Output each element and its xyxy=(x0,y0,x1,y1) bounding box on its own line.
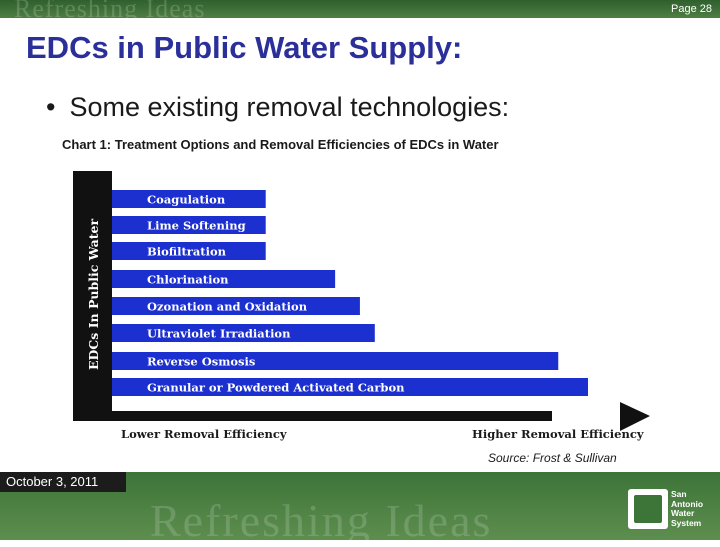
page-number: Page 28 xyxy=(671,3,712,15)
bar-label: Biofiltration xyxy=(147,245,227,259)
bar-label: Ozonation and Oxidation xyxy=(147,300,308,314)
top-banner-text: Refreshing Ideas xyxy=(14,0,206,23)
bullet-point: • Some existing removal technologies: xyxy=(46,92,509,123)
logo-text: San Antonio Water System xyxy=(671,489,715,528)
top-banner: Refreshing Ideas Page 28 xyxy=(0,0,720,23)
bar-label: Granular or Powdered Activated Carbon xyxy=(147,381,405,395)
bar-label: Coagulation xyxy=(147,193,226,207)
logo-mark-icon xyxy=(628,489,668,529)
saws-logo: San Antonio Water System xyxy=(628,489,714,531)
bar-label: Chlorination xyxy=(147,273,229,287)
bar-label: Lime Softening xyxy=(147,219,246,233)
slide-title: EDCs in Public Water Supply: xyxy=(26,30,463,65)
presentation-date: October 3, 2011 xyxy=(6,474,99,489)
bars-layer: Coagulation Lime Softening Biofiltration Ch… xyxy=(112,190,644,441)
y-axis-block xyxy=(73,171,112,418)
bar-4 xyxy=(112,270,336,288)
x-axis-arrow-shaft xyxy=(73,411,552,421)
bar-3 xyxy=(112,242,266,260)
logo-line: Antonio xyxy=(671,498,704,509)
date-box: October 3, 2011 xyxy=(0,472,126,492)
x-axis-label-high: Higher Removal Efficiency xyxy=(472,427,644,441)
logo-line: System xyxy=(671,517,702,528)
bar-5 xyxy=(112,297,360,315)
y-axis-label: EDCs In Public Water xyxy=(86,219,101,370)
chart-title: Chart 1: Treatment Options and Removal E… xyxy=(62,137,499,152)
x-axis-label-low: Lower Removal Efficiency xyxy=(121,427,287,441)
bar-1 xyxy=(112,190,266,208)
logo-line: Water xyxy=(671,508,695,518)
logo-line: San xyxy=(671,489,687,499)
bar-7 xyxy=(112,352,559,370)
bullet-text: Some existing removal technologies: xyxy=(69,92,510,122)
treatment-chart: EDCs In Public Water Coagulation Lime Soft… xyxy=(73,171,650,441)
x-axis-arrow-head-icon xyxy=(620,402,650,431)
chart-source: Source: Frost & Sullivan xyxy=(488,451,617,465)
bar-label: Ultraviolet Irradiation xyxy=(147,327,291,341)
bar-2 xyxy=(112,216,266,234)
bar-8 xyxy=(112,378,588,396)
bar-label: Reverse Osmosis xyxy=(147,355,255,369)
bullet-dot-icon: • xyxy=(46,92,56,122)
bottom-banner-text: Refreshing Ideas xyxy=(150,495,493,546)
bar-6 xyxy=(112,324,375,342)
